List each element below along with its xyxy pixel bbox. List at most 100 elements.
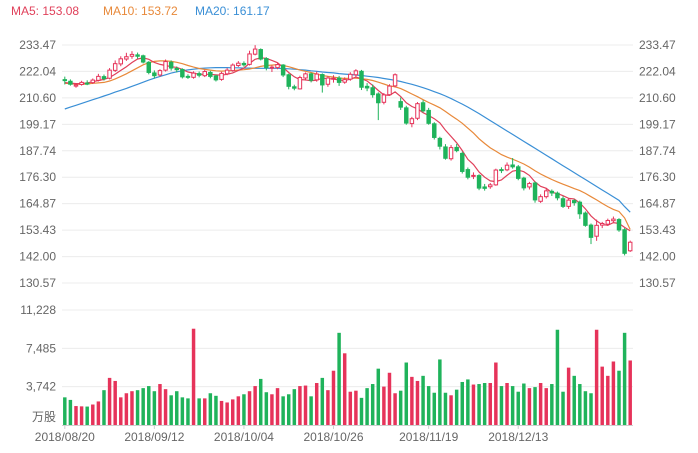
candle-down: [292, 86, 297, 89]
price-tick-label-left: 176.30: [19, 170, 56, 184]
volume-bar-down: [482, 383, 487, 425]
candle-down: [426, 109, 431, 124]
price-tick-label-right: 222.04: [639, 64, 676, 78]
candle-up: [269, 66, 275, 69]
candle-down: [516, 166, 521, 179]
volume-bar-up: [74, 406, 78, 425]
volume-bar-up: [113, 380, 117, 425]
candle-up: [73, 84, 79, 87]
volume-bar-up: [471, 384, 476, 425]
candle-down: [499, 169, 504, 172]
volume-bar-up: [107, 377, 112, 425]
volume-bar-down: [516, 391, 520, 425]
volume-bar-down: [242, 394, 246, 425]
price-tick-label-right: 187.74: [639, 144, 676, 158]
candle-up: [191, 72, 196, 78]
candle-up: [353, 70, 359, 76]
volume-bar-down: [175, 391, 179, 425]
volume-bar-down: [443, 392, 448, 425]
volume-bar-down: [617, 370, 621, 425]
volume-bar-down: [85, 406, 89, 425]
volume-bar-down: [320, 377, 325, 425]
candle-up: [594, 224, 599, 237]
candle-down: [398, 101, 403, 108]
volume-bar-down: [583, 391, 588, 425]
candle-up: [415, 103, 420, 119]
price-tick-label-right: 153.43: [639, 223, 676, 237]
volume-bar-up: [331, 370, 336, 425]
legend-ma5: MA5: 153.08: [11, 4, 79, 18]
candle-down: [560, 198, 566, 207]
volume-bar-up: [415, 380, 420, 425]
volume-bar-up: [348, 391, 353, 425]
candle-down: [101, 76, 107, 80]
volume-bar-up: [79, 406, 84, 425]
volume-bar-up: [219, 400, 224, 425]
date-tick-label: 2018/12/13: [488, 430, 548, 444]
candle-down: [62, 79, 68, 82]
grid-lines: [62, 44, 633, 284]
volume-bar-up: [253, 386, 257, 425]
candle-down: [146, 61, 152, 73]
candle-down: [336, 77, 342, 83]
candle-down: [454, 146, 459, 152]
candle-down: [555, 192, 560, 199]
ma10-line: [64, 60, 631, 230]
volume-bar-down: [135, 390, 140, 425]
candle-down: [521, 177, 527, 189]
volume-bar-down: [214, 395, 218, 425]
legend-ma10: MA10: 153.72: [103, 4, 178, 18]
volume-bar-down: [309, 396, 313, 425]
date-tick-label: 2018/10/04: [214, 430, 274, 444]
candle-up: [118, 58, 124, 65]
candle-up: [504, 164, 510, 171]
volume-bar-down: [499, 386, 504, 425]
volume-bar-down: [426, 386, 431, 425]
candle-down: [404, 107, 409, 124]
volume-bar-down: [398, 390, 403, 425]
candle-down: [571, 200, 577, 204]
candle-up: [163, 61, 168, 71]
volume-bar-down: [477, 384, 481, 425]
volume-bar-up: [119, 397, 123, 425]
volume-bar-down: [561, 391, 565, 425]
volume-bar-down: [404, 362, 409, 425]
volume-bar-up: [247, 391, 252, 425]
volume-bar-up: [225, 402, 229, 425]
candle-up: [342, 79, 347, 83]
candle-up: [471, 174, 476, 177]
volume-bar-down: [258, 378, 263, 425]
candle-down: [460, 152, 465, 172]
ma20-line: [64, 66, 631, 213]
candle-down: [241, 62, 247, 66]
volume-bar-down: [63, 397, 67, 425]
candle-up: [448, 147, 454, 160]
volume-bar-up: [488, 383, 492, 425]
candle-up: [90, 79, 96, 84]
candle-up: [627, 241, 633, 252]
volume-bar-down: [421, 375, 425, 425]
candle-down: [359, 70, 364, 88]
volume-bar-up: [354, 390, 358, 425]
candle-up: [488, 184, 493, 188]
candle-down: [622, 229, 627, 254]
candle-down: [465, 169, 471, 178]
candle-up: [112, 63, 118, 71]
candle-up: [247, 53, 252, 65]
volume-bar-down: [550, 384, 554, 425]
volume-bar-down: [337, 332, 341, 425]
volume-bar-up: [203, 398, 207, 425]
candle-up: [493, 169, 499, 186]
price-tick-label-right: 164.87: [639, 197, 676, 211]
candle-down: [258, 49, 263, 60]
volume-bar-up: [303, 385, 308, 425]
volume-bar-up: [594, 329, 599, 425]
candle-down: [308, 73, 314, 81]
volume-bar-down: [466, 379, 470, 425]
candle-up: [409, 118, 415, 125]
candle-up: [387, 85, 392, 96]
volume-bar-down: [370, 384, 375, 425]
candle-down: [152, 72, 157, 77]
volume-bar-down: [359, 397, 364, 425]
moving-average-lines: [64, 57, 631, 232]
